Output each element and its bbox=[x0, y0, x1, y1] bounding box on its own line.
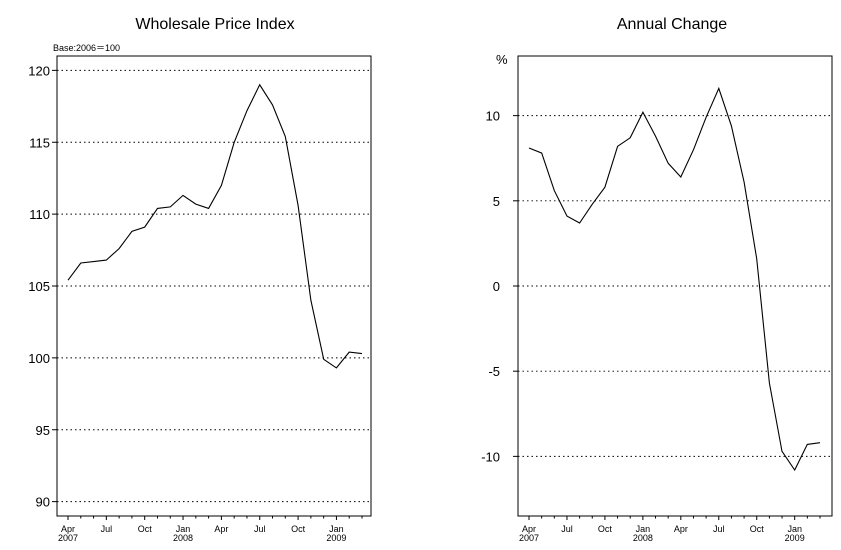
wpi-y-tick-label: 120 bbox=[28, 63, 50, 78]
wpi-y-tick-label: 115 bbox=[29, 135, 50, 150]
annual-change-y-tick-label: 0 bbox=[493, 279, 500, 294]
annual-change-x-tick-label: Jan bbox=[636, 524, 651, 534]
annual-change-y-tick-label: 10 bbox=[486, 109, 500, 124]
wpi-x-tick-year: 2009 bbox=[326, 533, 346, 543]
annual-change-title: Annual Change bbox=[617, 16, 727, 33]
wpi-x-tick-year: 2007 bbox=[58, 533, 78, 543]
wpi-chart-panel: Wholesale Price Index Base:2006＝100 90 95 10… bbox=[28, 16, 372, 543]
annual-change-x-tick-year: 2009 bbox=[785, 533, 805, 543]
annual-change-series-line bbox=[528, 86, 821, 472]
wpi-y-tick-label: 100 bbox=[28, 351, 50, 366]
annual-change-x-tick-label: Jul bbox=[713, 524, 725, 534]
annual-change-y-tick-label: 5 bbox=[493, 194, 500, 209]
wpi-title: Wholesale Price Index bbox=[135, 16, 294, 33]
wpi-x-tick-year: 2008 bbox=[173, 533, 193, 543]
annual-change-y-tick-label: -10 bbox=[481, 449, 500, 464]
wpi-x-tick-label: Apr bbox=[214, 524, 228, 534]
annual-change-unit-label: % bbox=[496, 52, 508, 67]
annual-change-x-tick-year: 2008 bbox=[633, 533, 653, 543]
wpi-x-tick-label: Jan bbox=[329, 524, 344, 534]
wpi-x-tick-label: Oct bbox=[138, 524, 153, 534]
wpi-x-tick-label: Jan bbox=[176, 524, 191, 534]
wpi-y-tick-label: 110 bbox=[29, 207, 50, 222]
annual-change-x-tick-label: Oct bbox=[598, 524, 613, 534]
wpi-series-line bbox=[67, 83, 363, 369]
annual-change-x-tick-label: Oct bbox=[750, 524, 765, 534]
wpi-y-tick-label: 105 bbox=[28, 279, 50, 294]
annual-change-x-tick-year: 2007 bbox=[519, 533, 539, 543]
wpi-y-tick-label: 90 bbox=[36, 495, 50, 510]
annual-change-x-tick-label: Jul bbox=[561, 524, 573, 534]
wpi-y-tick-label: 95 bbox=[36, 423, 50, 438]
annual-change-y-tick-label: -5 bbox=[488, 364, 500, 379]
annual-change-x-tick-label: Apr bbox=[522, 524, 536, 534]
annual-change-x-tick-label: Jan bbox=[787, 524, 802, 534]
wpi-x-tick-label: Oct bbox=[291, 524, 306, 534]
wpi-x-tick-label: Jul bbox=[254, 524, 266, 534]
wpi-x-tick-label: Apr bbox=[61, 524, 75, 534]
annual-change-x-tick-label: Apr bbox=[674, 524, 688, 534]
wpi-x-tick-label: Jul bbox=[101, 524, 113, 534]
wpi-base-note: Base:2006＝100 bbox=[53, 43, 120, 53]
